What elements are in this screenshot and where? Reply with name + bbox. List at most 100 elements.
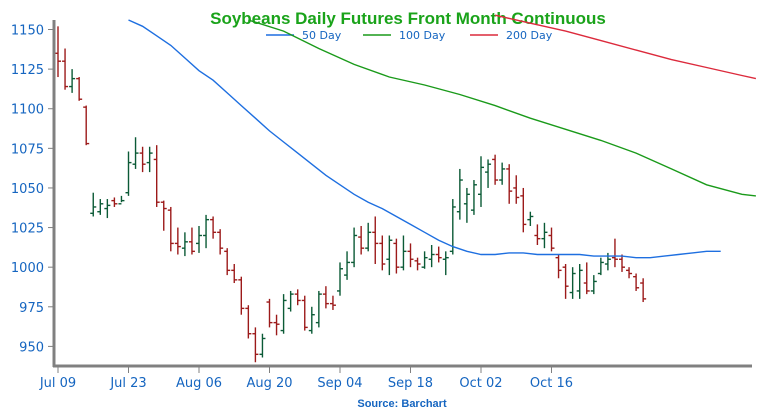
- series-line-50-day: [128, 19, 721, 259]
- ohlc-bar: [456, 168, 463, 220]
- ohlc-bar: [358, 225, 365, 255]
- ohlc-bar: [351, 227, 358, 268]
- ohlc-bar: [301, 295, 308, 331]
- ohlc-bar: [506, 164, 513, 204]
- ohlc-bar: [174, 227, 181, 255]
- ohlc-bar: [576, 264, 583, 299]
- chart-source: Source: Barchart: [357, 398, 447, 410]
- ohlc-bar: [534, 224, 541, 245]
- ohlc-bar: [308, 306, 315, 334]
- y-tick-label: 950: [19, 340, 44, 355]
- ohlc-bar: [541, 222, 548, 249]
- ohlc-bar: [633, 273, 640, 291]
- y-axis: 950 975 1000 1025 1050 1075 1100 1125 1150: [11, 24, 54, 355]
- ohlc-bar: [626, 267, 633, 279]
- ohlc-bar: [294, 289, 301, 306]
- ohlc-bar: [196, 225, 202, 253]
- ohlc-bar: [231, 264, 238, 284]
- y-tick-label: 975: [19, 301, 44, 316]
- ohlc-bar: [76, 77, 83, 101]
- ohlc-bar: [245, 305, 252, 339]
- ohlc-bar: [287, 290, 294, 312]
- ohlc-bar: [611, 238, 618, 268]
- ohlc-bar: [555, 254, 562, 279]
- y-tick-label: 1125: [11, 63, 44, 78]
- ohlc-bar: [181, 232, 188, 257]
- ohlc-bar: [619, 254, 625, 272]
- ohlc-bar: [435, 246, 442, 263]
- x-tick-label: Sep 04: [317, 376, 362, 391]
- ohlc-bar: [379, 235, 386, 271]
- x-axis: Jul 09 Jul 23 Aug 06 Aug 20 Sep 04 Sep 18 Oct …: [39, 367, 573, 391]
- x-tick-label: Aug 06: [176, 376, 222, 391]
- ohlc-bar: [280, 294, 287, 334]
- ohlc-bar: [414, 257, 421, 271]
- ohlc-bar: [322, 286, 329, 309]
- ohlc-bar: [344, 251, 351, 280]
- ohlc-bar: [393, 238, 400, 274]
- ohlc-bar: [259, 333, 266, 358]
- ohlc-bar: [97, 199, 104, 215]
- ohlc-bar: [203, 214, 210, 249]
- ohlc-bar: [400, 235, 407, 271]
- x-tick-label: Aug 20: [246, 376, 292, 391]
- y-tick-label: 1150: [11, 24, 44, 39]
- ohlc-bar: [238, 276, 245, 315]
- ohlc-bar: [266, 298, 273, 328]
- ohlc-bar: [421, 251, 428, 269]
- y-tick-label: 1025: [11, 222, 44, 237]
- ohlc-bar: [569, 267, 576, 299]
- ohlc-bar: [167, 206, 174, 252]
- ohlc-bar: [125, 151, 132, 196]
- ohlc-bar: [640, 278, 647, 303]
- legend-label-200-day: 200 Day: [506, 29, 553, 42]
- x-tick-label: Jul 09: [39, 376, 76, 391]
- y-tick-label: 1075: [11, 142, 44, 157]
- x-tick-label: Oct 16: [530, 376, 573, 391]
- ohlc-bar: [527, 211, 534, 226]
- ohlc-bar: [499, 162, 506, 185]
- ohlc-bar: [62, 48, 69, 90]
- ohlc-bar: [146, 146, 153, 173]
- ohlc-bar: [485, 159, 492, 188]
- y-tick-label: 1000: [11, 261, 44, 276]
- legend-label-100-day: 100 Day: [399, 29, 446, 42]
- ohlc-bar: [90, 192, 97, 217]
- ohlc-bar: [252, 327, 259, 363]
- ohlc-bar: [590, 275, 597, 295]
- series-line-100-day: [248, 19, 756, 197]
- ohlc-bar: [337, 262, 343, 296]
- ohlc-bar: [111, 197, 118, 207]
- x-tick-label: Jul 23: [109, 376, 146, 391]
- chart-title: Soybeans Daily Futures Front Month Conti…: [210, 9, 606, 28]
- ohlc-bar: [463, 187, 470, 223]
- ohlc-bar: [365, 222, 372, 252]
- ohlc-bar: [153, 145, 160, 207]
- ohlc-bar: [132, 137, 139, 169]
- ohlc-bar: [562, 264, 569, 299]
- ohlc-bar: [315, 290, 322, 328]
- y-tick-label: 1100: [11, 103, 44, 118]
- ohlc-bar: [329, 295, 336, 310]
- x-tick-label: Sep 18: [388, 376, 433, 391]
- ohlc-bar: [273, 314, 280, 336]
- ohlc-bar: [407, 243, 414, 268]
- ohlc-bar: [492, 154, 499, 185]
- ohlc-bar: [478, 156, 484, 207]
- x-tick-label: Oct 02: [459, 376, 502, 391]
- ohlc-bar: [520, 187, 527, 233]
- ohlc-bar: [442, 251, 449, 276]
- ohlc-bar: [386, 235, 393, 276]
- ohlc-bar: [372, 216, 379, 265]
- ohlc-bar: [139, 146, 146, 173]
- ohlc-bar: [217, 229, 224, 255]
- ohlc-bar: [104, 199, 111, 219]
- ohlc-bar: [597, 257, 604, 276]
- ohlc-bar: [118, 195, 125, 205]
- ohlc-bar: [188, 227, 195, 255]
- y-tick-label: 1050: [11, 182, 44, 197]
- legend-label-50-day: 50 Day: [302, 29, 342, 42]
- ohlc-bar: [583, 262, 590, 295]
- price-bars: [55, 26, 647, 363]
